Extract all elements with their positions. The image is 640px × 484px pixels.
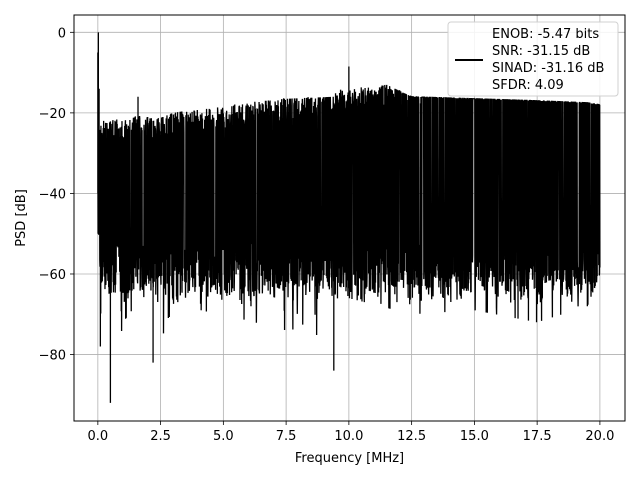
x-tick-label: 20.0: [585, 429, 614, 444]
psd-series-line: [97, 32, 601, 403]
y-axis-label: PSD [dB]: [14, 189, 29, 247]
y-tick-label: 0: [58, 26, 66, 41]
y-tick-label: −60: [39, 268, 66, 283]
legend-entry-sinad: SINAD: -31.16 dB: [492, 61, 604, 76]
x-axis-ticks: 0.0 2.5 5.0 7.5 10.0 12.5 15.0 17.5 20.0: [88, 421, 614, 444]
x-tick-label: 15.0: [460, 429, 489, 444]
axes-frame: [73, 14, 626, 422]
x-tick-label: 10.0: [334, 429, 363, 444]
y-tick-label: −80: [39, 349, 66, 364]
x-tick-label: 17.5: [523, 429, 552, 444]
legend: ENOB: -5.47 bits SNR: -31.15 dB SINAD: -…: [447, 21, 619, 97]
y-axis-ticks: 0 −20 −40 −60 −80: [39, 26, 74, 364]
y-tick-label: −20: [39, 107, 66, 122]
legend-box: [447, 21, 619, 97]
legend-entry-sfdr: SFDR: 4.09: [492, 78, 564, 93]
x-tick-label: 5.0: [213, 429, 234, 444]
y-tick-label: −40: [39, 187, 66, 202]
legend-entry-enob: ENOB: -5.47 bits: [492, 27, 599, 42]
x-tick-label: 12.5: [397, 429, 426, 444]
x-tick-label: 7.5: [276, 429, 297, 444]
x-tick-label: 0.0: [88, 429, 109, 444]
x-tick-label: 2.5: [150, 429, 171, 444]
plot-area: [97, 32, 601, 403]
x-axis-label: Frequency [MHz]: [295, 451, 404, 466]
legend-entry-snr: SNR: -31.15 dB: [492, 44, 590, 59]
